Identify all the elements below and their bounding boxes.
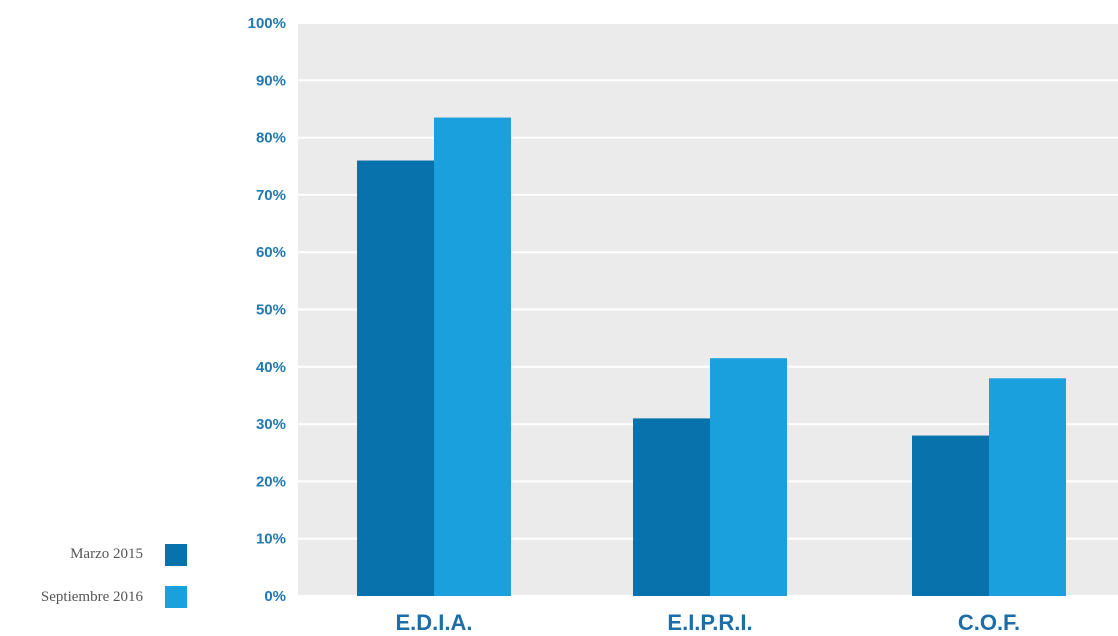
bar: [710, 358, 787, 596]
legend: Marzo 2015 Septiembre 2016: [41, 544, 187, 608]
y-tick-label: 50%: [256, 302, 286, 319]
legend-swatch-marzo-2015: [165, 544, 187, 566]
legend-label-septiembre-2016: Septiembre 2016: [41, 589, 144, 605]
y-tick-label: 60%: [256, 244, 286, 261]
y-tick-label: 90%: [256, 72, 286, 89]
y-tick-label: 30%: [256, 416, 286, 433]
legend-swatch-septiembre-2016: [165, 586, 187, 608]
category-label: C.O.F.: [958, 610, 1020, 635]
bar: [357, 160, 434, 596]
y-tick-label: 10%: [256, 531, 286, 548]
y-tick-label: 40%: [256, 359, 286, 376]
y-tick-label: 100%: [248, 15, 286, 32]
category-label: E.I.P.R.I.: [667, 610, 752, 635]
bar: [633, 418, 710, 596]
y-tick-label: 0%: [264, 588, 286, 605]
legend-label-marzo-2015: Marzo 2015: [70, 546, 143, 562]
bar: [912, 435, 989, 596]
y-axis-tick-labels: 0% 10% 20% 30% 40% 50% 60% 70% 80% 90% 100%: [248, 15, 286, 605]
bar: [434, 117, 511, 597]
category-labels: E.D.I.A. E.I.P.R.I. C.O.F.: [395, 610, 1020, 635]
bar: [989, 378, 1066, 596]
y-tick-label: 20%: [256, 473, 286, 490]
y-tick-label: 80%: [256, 130, 286, 147]
bars: [357, 117, 1066, 597]
y-tick-label: 70%: [256, 187, 286, 204]
category-label: E.D.I.A.: [395, 610, 472, 635]
